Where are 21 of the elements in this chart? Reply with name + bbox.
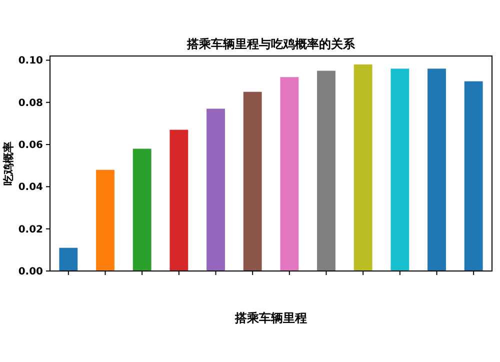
bar: [390, 68, 410, 271]
y-tick-label: 0.04: [18, 182, 44, 194]
bar: [170, 130, 188, 271]
y-axis-title: 吃鸡概率: [2, 142, 15, 186]
y-tick-label: 0.00: [18, 266, 44, 278]
chart-title: 搭乘车辆里程与吃鸡概率的关系: [186, 37, 356, 51]
bar: [132, 148, 152, 271]
bar: [59, 248, 78, 271]
bar: [464, 81, 483, 271]
bar: [280, 77, 299, 271]
x-axis-title: 搭乘车辆里程: [234, 311, 307, 325]
y-tick-label: 0.06: [18, 140, 44, 152]
bar: [96, 170, 114, 271]
bar: [428, 68, 446, 271]
bar: [354, 64, 372, 271]
y-tick-label: 0.10: [18, 56, 44, 67]
bar: [243, 92, 262, 271]
bar: [317, 70, 336, 271]
y-tick-label: 0.08: [18, 98, 44, 109]
y-tick-label: 0.02: [18, 224, 44, 236]
bar: [206, 108, 225, 271]
